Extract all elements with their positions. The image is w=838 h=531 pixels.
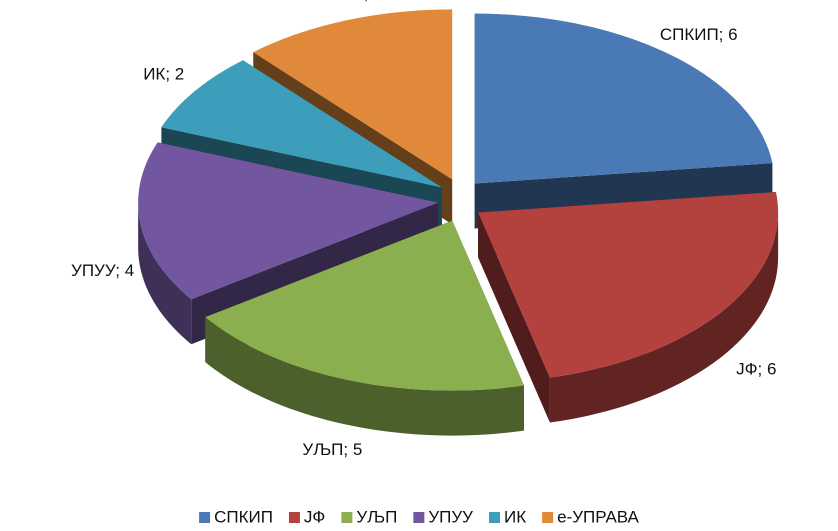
legend-swatch	[199, 512, 211, 523]
data-label: УЉП; 5	[302, 440, 362, 459]
legend-label: ИК	[504, 507, 526, 526]
data-label: е-УПРАВА; 3	[282, 0, 383, 3]
slice-top	[138, 142, 439, 300]
slice-top	[161, 60, 442, 188]
legend-swatch	[341, 512, 353, 523]
legend-swatch	[542, 512, 554, 523]
slice-top	[253, 9, 453, 180]
legend-label: УПУУ	[428, 507, 473, 526]
slice-top	[205, 220, 524, 391]
legend-swatch	[288, 512, 300, 523]
slice-side	[478, 212, 550, 423]
legend-label: СПКИП	[214, 507, 273, 526]
data-label: УПУУ; 4	[71, 261, 134, 280]
slice-wall	[549, 212, 779, 423]
data-label: ИК; 2	[143, 65, 184, 84]
legend-label: ЈФ	[304, 507, 325, 526]
legend-swatch	[488, 512, 500, 523]
data-label: СПКИП; 6	[660, 25, 738, 44]
slice-wall	[205, 317, 524, 436]
slice	[478, 192, 779, 423]
legend-swatch	[413, 512, 425, 523]
slice-wall	[138, 202, 192, 345]
slice	[205, 220, 524, 436]
legend-label: УЉП	[356, 507, 397, 526]
legend-label: е-УПРАВА	[557, 507, 639, 526]
data-label: ЈФ; 6	[736, 359, 776, 378]
slice-top	[474, 13, 773, 184]
slice-top	[478, 192, 779, 378]
